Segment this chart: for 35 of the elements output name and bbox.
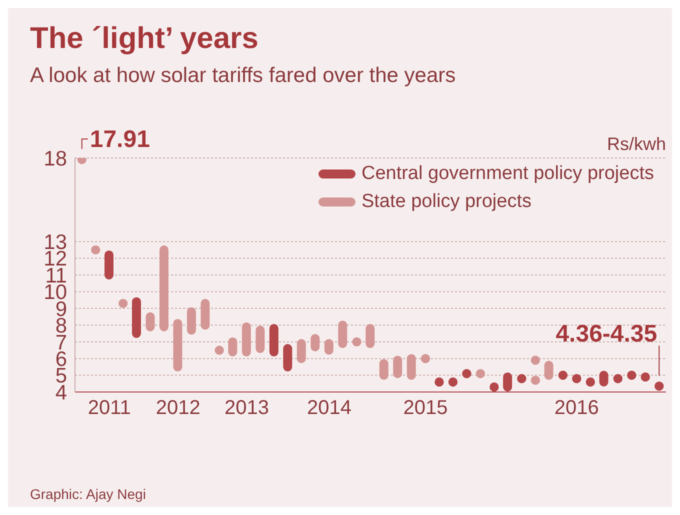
data-label: 4.36-4.35 [556,320,658,348]
point [517,374,526,384]
x-tick-label: 2014 [307,397,352,420]
x-tick-label: 2016 [554,397,599,420]
x-tick-label: 2015 [403,397,448,420]
point [613,374,622,384]
point [586,377,596,387]
point [214,346,224,355]
y-tick-label: 18 [44,147,67,170]
x-tick-label: 2013 [224,397,270,420]
point [352,337,362,346]
x-tick-label: 2011 [88,397,131,420]
chart-subtitle: A look at how solar tariffs fared over the years [30,64,456,88]
point [558,370,568,380]
data-label: 17.91 [90,126,150,153]
point [530,376,540,385]
legend-label: Central government policy projects [361,163,654,185]
y-axis-title: Rs/kwh [606,134,666,155]
point [476,369,486,378]
legend-label: State policy projects [361,191,532,213]
point [420,354,430,364]
x-tick-label: 2012 [156,397,200,420]
chart-title: The ´light’ years [30,22,258,56]
point [434,377,444,387]
point [91,245,100,255]
point [462,369,472,378]
point [530,356,540,365]
point [572,374,582,384]
point [654,382,664,391]
point [627,370,636,380]
point [118,298,128,308]
point [448,377,458,387]
point [640,372,650,382]
text: Graphic: Ajay Negi [30,486,146,502]
point [490,382,499,392]
